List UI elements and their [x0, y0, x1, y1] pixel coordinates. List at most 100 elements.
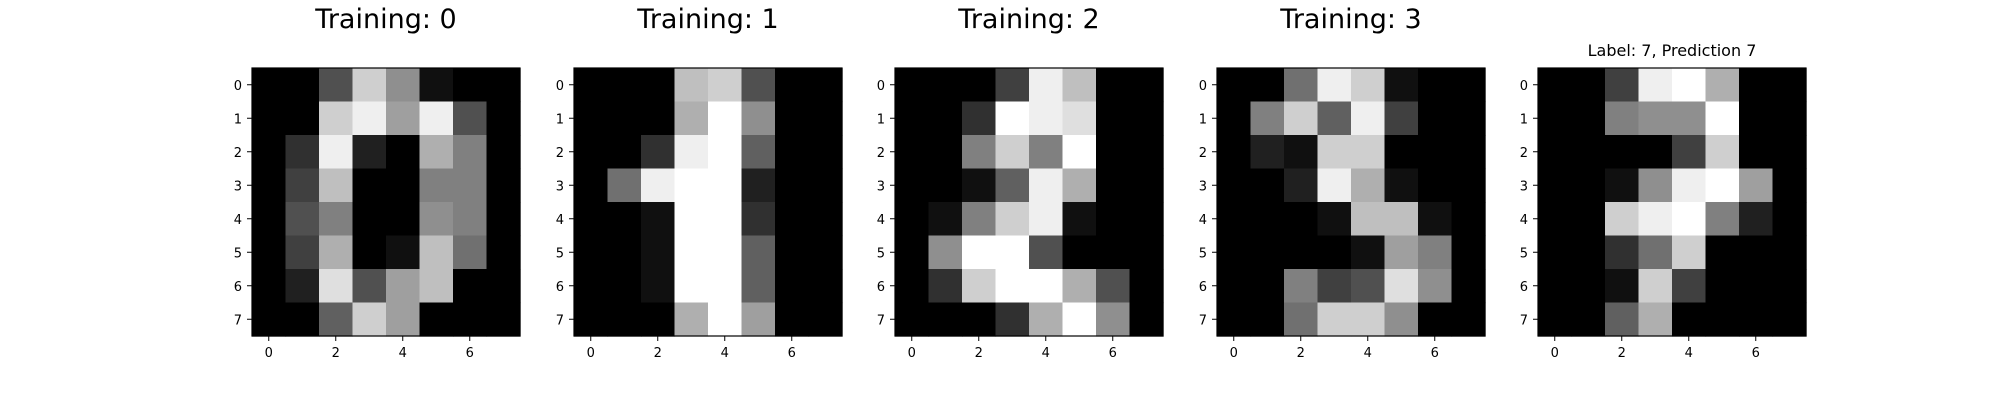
pixel-cell — [1772, 68, 1807, 103]
pixel-cell — [285, 235, 320, 270]
pixel-cell — [641, 101, 676, 136]
pixel-cell — [962, 302, 997, 337]
pixel-cell — [285, 135, 320, 170]
pixel-cell — [1705, 235, 1740, 270]
pixel-cell — [808, 302, 843, 337]
y-tick-label: 4 — [556, 213, 564, 228]
pixel-cell — [1029, 68, 1064, 103]
pixel-cell — [1062, 235, 1097, 270]
pixel-cell — [1029, 202, 1064, 237]
pixel-cell — [1705, 202, 1740, 237]
y-tick-label: 3 — [1520, 179, 1528, 194]
pixel-cell — [1351, 68, 1386, 103]
pixel-cell — [962, 168, 997, 203]
y-tick-label: 3 — [877, 179, 885, 194]
y-tick-label: 1 — [877, 112, 885, 127]
pixel-cell — [1672, 168, 1707, 203]
pixel-cell — [1284, 68, 1319, 103]
pixel-cell — [574, 202, 609, 237]
pixel-cell — [674, 302, 709, 337]
x-tick-label: 4 — [1685, 346, 1693, 361]
pixel-cell — [708, 101, 743, 136]
pixel-cell — [574, 235, 609, 270]
x-tick-label: 6 — [466, 346, 474, 361]
y-tick-label: 0 — [556, 79, 564, 94]
pixel-cell — [1705, 168, 1740, 203]
pixel-cell — [1418, 269, 1453, 304]
pixel-cell — [1351, 302, 1386, 337]
pixel-cell — [1672, 68, 1707, 103]
pixel-cell — [1129, 302, 1164, 337]
pixel-cell — [252, 202, 287, 237]
pixel-cell — [808, 101, 843, 136]
pixel-cell — [995, 202, 1030, 237]
pixel-cell — [486, 202, 521, 237]
pixel-cell — [1250, 269, 1285, 304]
y-tick-label: 2 — [1199, 146, 1207, 161]
pixel-cell — [1571, 269, 1606, 304]
pixel-cell — [1772, 302, 1807, 337]
pixel-cell — [1217, 202, 1252, 237]
pixel-cell — [1418, 202, 1453, 237]
pixel-cell — [641, 235, 676, 270]
pixel-cell — [1029, 235, 1064, 270]
x-tick-label: 6 — [1752, 346, 1760, 361]
pixel-cell — [995, 135, 1030, 170]
y-tick-label: 6 — [877, 280, 885, 295]
pixel-cell — [1739, 235, 1774, 270]
pixel-cell — [252, 235, 287, 270]
pixel-cell — [252, 302, 287, 337]
pixel-cell — [1284, 168, 1319, 203]
pixel-cell — [1129, 269, 1164, 304]
pixel-cell — [741, 269, 776, 304]
pixel-cell — [1571, 68, 1606, 103]
pixel-cell — [453, 168, 488, 203]
pixel-cell — [453, 302, 488, 337]
pixel-cell — [285, 68, 320, 103]
panel-title: Training: 2 — [957, 4, 1099, 35]
pixel-cell — [1351, 168, 1386, 203]
pixel-cell — [1538, 68, 1573, 103]
pixel-cell — [1538, 202, 1573, 237]
pixel-cell — [1062, 168, 1097, 203]
pixel-cell — [708, 68, 743, 103]
pixel-cell — [1705, 68, 1740, 103]
pixel-cell — [453, 101, 488, 136]
y-tick-label: 1 — [1520, 112, 1528, 127]
pixel-cell — [419, 168, 454, 203]
pixel-cell — [775, 101, 810, 136]
y-tick-label: 6 — [1520, 280, 1528, 295]
pixel-cell — [1096, 68, 1131, 103]
axes-frame — [573, 67, 843, 337]
y-tick-label: 5 — [234, 246, 242, 261]
pixel-cell — [708, 269, 743, 304]
panel-title: Label: 7, Prediction 7 — [1588, 41, 1757, 60]
pixel-cell — [1129, 168, 1164, 203]
pixel-cell — [708, 235, 743, 270]
x-tick-label: 6 — [1431, 346, 1439, 361]
pixel-cell — [1571, 235, 1606, 270]
pixel-cell — [1451, 168, 1486, 203]
pixel-cell — [1638, 68, 1673, 103]
axes-frame — [1537, 67, 1807, 337]
pixel-cell — [1129, 235, 1164, 270]
pixel-cell — [1384, 269, 1419, 304]
y-tick-label: 2 — [556, 146, 564, 161]
pixel-cell — [285, 302, 320, 337]
x-tick-label: 0 — [587, 346, 595, 361]
pixel-cell — [1605, 235, 1640, 270]
pixel-cell — [1705, 269, 1740, 304]
pixel-cell — [1638, 168, 1673, 203]
pixel-cell — [1605, 101, 1640, 136]
pixel-cell — [674, 101, 709, 136]
pixel-cell — [1284, 101, 1319, 136]
pixel-cell — [1317, 302, 1352, 337]
pixel-cell — [641, 168, 676, 203]
pixel-cell — [1129, 202, 1164, 237]
pixel-cell — [775, 302, 810, 337]
pixel-cell — [386, 101, 421, 136]
y-tick-label: 1 — [234, 112, 242, 127]
pixel-cell — [352, 101, 387, 136]
y-tick-label: 5 — [1199, 246, 1207, 261]
pixel-cell — [928, 68, 963, 103]
